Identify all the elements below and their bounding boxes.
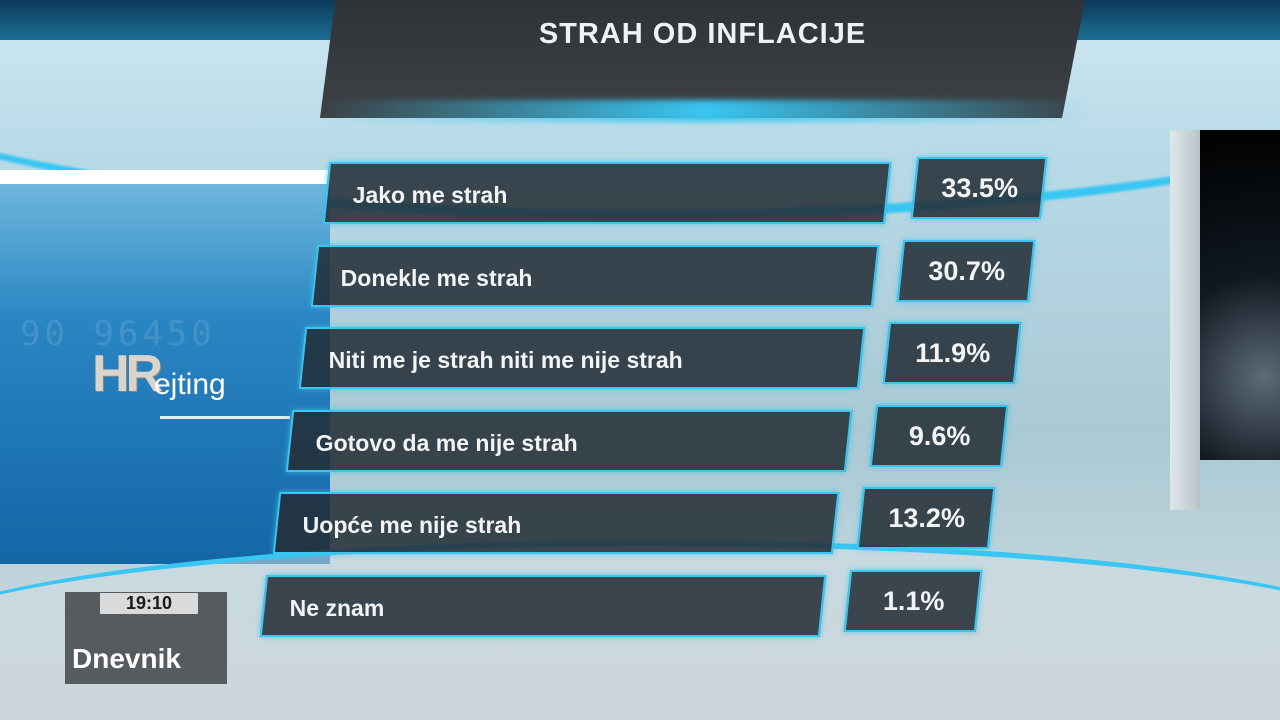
answer-value-6: 1.1% — [843, 570, 983, 632]
answer-percent: 11.9% — [915, 338, 991, 368]
answer-text: Ne znam — [289, 595, 385, 621]
answer-label-4: Gotovo da me nije strah — [285, 410, 853, 472]
answer-label-3: Niti me je strah niti me nije strah — [298, 327, 866, 389]
answer-text: Donekle me strah — [340, 265, 533, 291]
right-pillar — [1170, 130, 1200, 510]
answer-percent: 33.5% — [941, 173, 1018, 203]
title-plate — [320, 0, 1085, 118]
answer-value-4: 9.6% — [869, 405, 1009, 467]
answer-value-1: 33.5% — [910, 157, 1048, 219]
answer-text: Uopće me nije strah — [302, 512, 522, 538]
ghost-ticker-decoration: 90 96450 — [20, 314, 216, 354]
left-video-wall: 90 96450 — [0, 170, 330, 564]
answer-label-1: Jako me strah — [322, 162, 892, 224]
answer-percent: 1.1% — [882, 586, 945, 616]
answer-percent: 9.6% — [908, 421, 971, 451]
answer-value-2: 30.7% — [896, 240, 1036, 302]
logo-underline — [160, 416, 290, 419]
answer-percent: 13.2% — [888, 503, 965, 533]
answer-text: Niti me je strah niti me nije strah — [328, 347, 683, 373]
logo-hr: HR — [92, 345, 163, 403]
answer-label-5: Uopće me nije strah — [272, 492, 840, 554]
broadcast-clock: 19:10 — [100, 593, 198, 614]
answer-percent: 30.7% — [928, 256, 1005, 286]
answer-label-6: Ne znam — [259, 575, 827, 637]
show-name: Dnevnik — [72, 643, 181, 674]
right-screen — [1200, 130, 1280, 460]
answer-label-2: Donekle me strah — [310, 245, 880, 307]
logo-ejting: ejting — [154, 368, 226, 401]
answer-value-3: 11.9% — [882, 322, 1022, 384]
title-glow — [320, 100, 1090, 122]
poll-title: STRAH OD INFLACIJE — [538, 18, 867, 50]
answer-value-5: 13.2% — [856, 487, 996, 549]
answer-text: Jako me strah — [352, 182, 508, 208]
answer-text: Gotovo da me nije strah — [315, 430, 578, 456]
